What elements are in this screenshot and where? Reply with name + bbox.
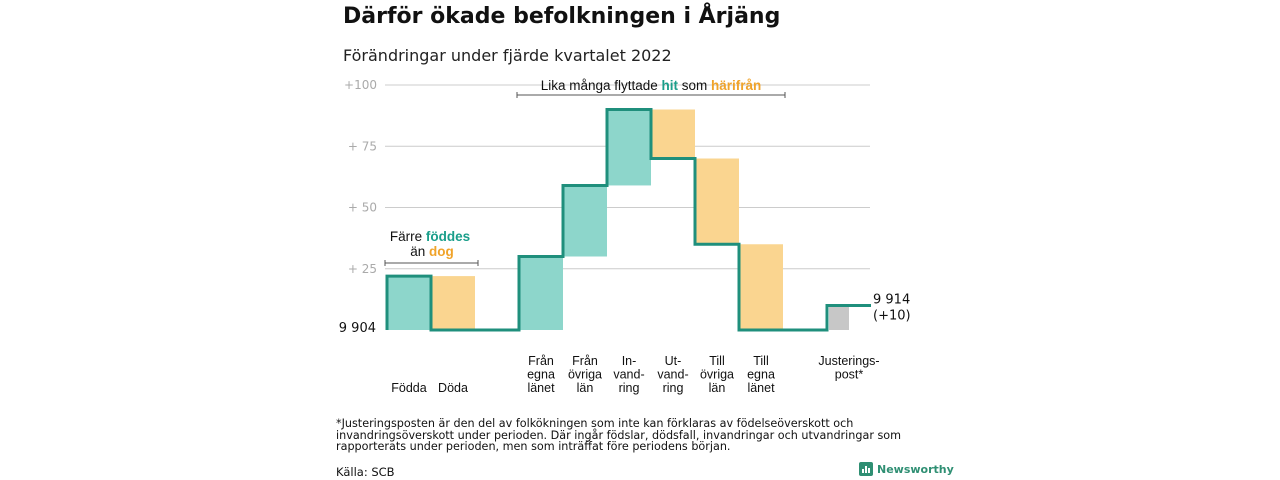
- category-label: vand-: [613, 368, 644, 382]
- bar-decrease: [431, 276, 475, 330]
- cumulative-step-line: [385, 108, 871, 332]
- category-label: Till: [709, 354, 725, 368]
- y-tick-label: + 75: [348, 139, 377, 153]
- category-label: ring: [619, 381, 640, 395]
- category-label: Justerings-: [818, 354, 879, 368]
- annotation-births-deaths-line2: än dog: [410, 244, 454, 259]
- end-value-label: 9 914: [873, 293, 910, 308]
- category-label: Ut-: [665, 354, 682, 368]
- bar-chart-icon: [859, 462, 873, 476]
- y-tick-label: + 25: [348, 262, 377, 276]
- chart-subtitle: Förändringar under fjärde kvartalet 2022: [343, 46, 672, 65]
- category-label: Till: [753, 354, 769, 368]
- category-label: vand-: [657, 368, 688, 382]
- category-label: länet: [747, 381, 775, 395]
- category-label: Döda: [438, 381, 468, 395]
- bar-increase: [563, 185, 607, 257]
- category-label: In-: [622, 354, 637, 368]
- category-label: län: [709, 381, 726, 395]
- bar-decrease: [695, 158, 739, 245]
- category-label: län: [577, 381, 594, 395]
- y-tick-label: + 50: [348, 201, 377, 215]
- footnote: *Justeringsposten är den del av folkökni…: [336, 417, 902, 453]
- category-label: Från: [528, 354, 554, 368]
- base-value-label: 9 904: [339, 321, 376, 336]
- category-label: egna: [527, 368, 555, 382]
- brand-name: Newsworthy: [877, 462, 954, 476]
- category-label: Från: [572, 354, 598, 368]
- category-label: övriga: [700, 368, 734, 382]
- brand-logo: Newsworthy: [859, 462, 954, 476]
- annotation-migration: Lika många flyttade hit som härifrån: [541, 78, 762, 93]
- end-change-label: (+10): [873, 309, 911, 324]
- bar-decrease: [739, 244, 783, 330]
- category-label: egna: [747, 368, 775, 382]
- category-label: länet: [527, 381, 555, 395]
- bar-increase: [607, 109, 651, 186]
- annotation-births-deaths-line1: Färre föddes: [390, 229, 470, 244]
- bar-decrease: [651, 109, 695, 159]
- source-label: Källa: SCB: [336, 465, 395, 479]
- chart-title: Därför ökade befolkningen i Årjäng: [343, 4, 781, 29]
- category-label: post*: [835, 368, 864, 382]
- y-tick-label: +100: [344, 78, 377, 92]
- category-label: ring: [663, 381, 684, 395]
- category-label: övriga: [568, 368, 602, 382]
- category-label: Födda: [391, 381, 426, 395]
- bar-increase: [387, 276, 431, 330]
- bar-adjustment: [829, 305, 849, 330]
- bar-increase: [519, 256, 563, 330]
